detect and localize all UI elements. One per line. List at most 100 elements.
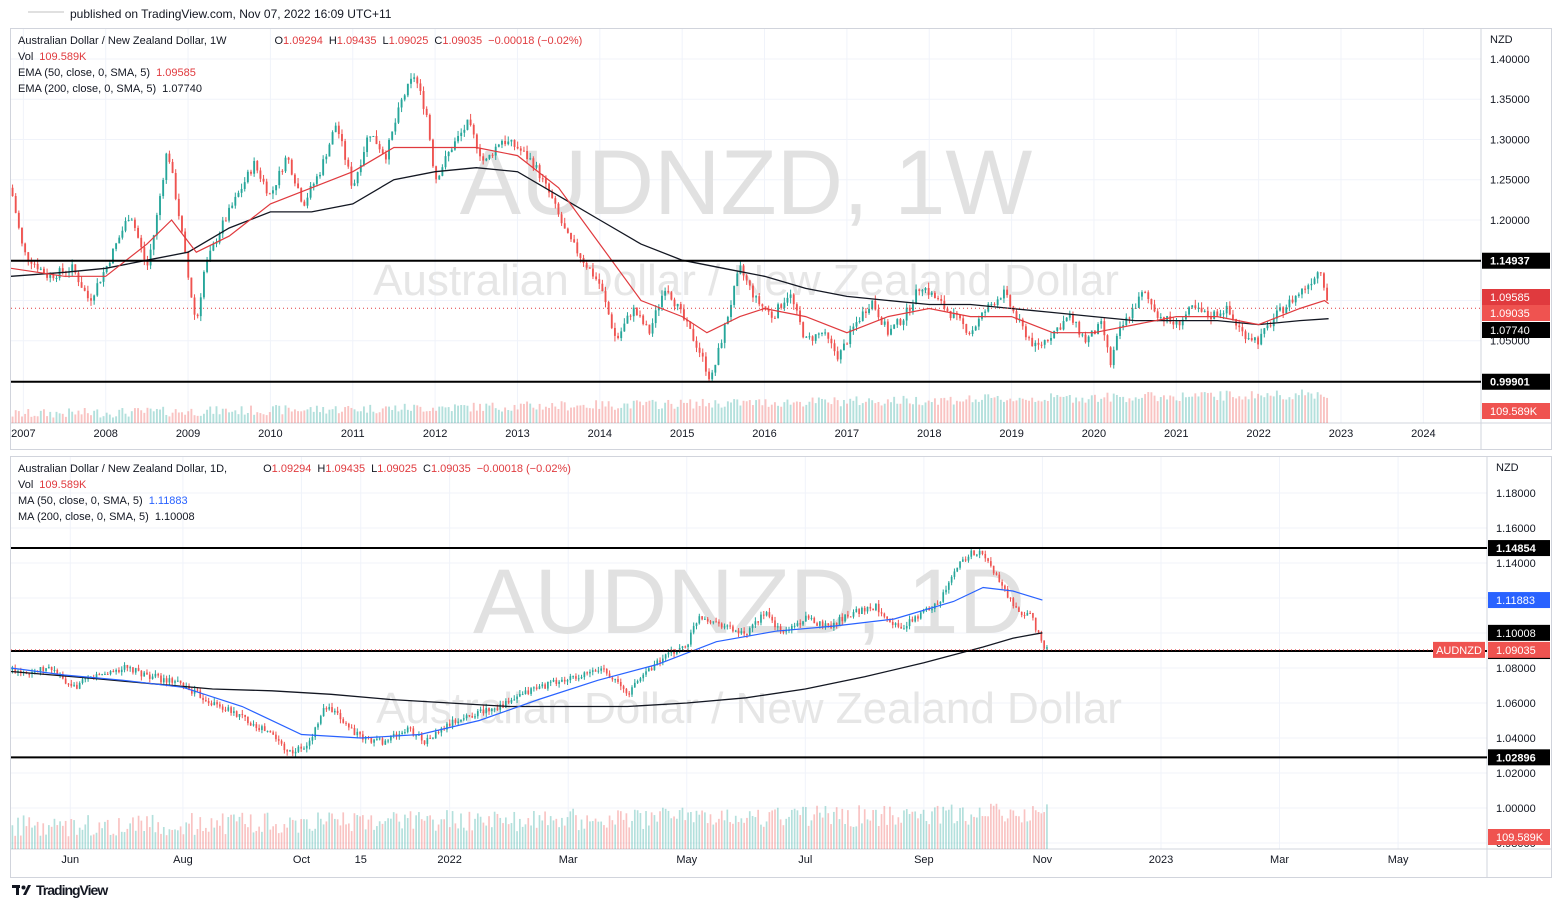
volume-bar [513,811,516,849]
volume-bar [418,812,420,849]
volume-bar [613,409,616,423]
volume-bar [541,409,544,423]
daily-chart-panel[interactable]: Jun Aug Oct 15 2022 Mar May Jul Sep Nov 2023 Mar May… [10,456,1552,878]
volume-bar [692,408,695,423]
candle-body [187,252,190,278]
volume-bar [210,818,213,849]
currency-label: NZD [1496,462,1519,474]
volume-bar [1197,396,1200,423]
candle-body [645,324,648,326]
volume-bar [962,401,965,423]
volume-bar [552,820,555,849]
volume-bar [165,835,168,849]
level-price-label: 0.99901 [1490,377,1530,389]
candle-body [734,630,737,632]
candle-body [552,679,555,682]
volume-bar [945,810,947,849]
candle-body [1326,287,1329,301]
volume-bar [869,820,872,849]
candle-body [48,667,50,669]
volume-bar [344,407,347,423]
volume-bar [482,410,485,423]
candle-body [381,149,384,154]
volume-bar [290,411,293,423]
candle-body [268,193,271,195]
volume-bar [22,815,25,849]
candle-body [704,356,707,372]
volume-bar [36,416,39,423]
candle-body [52,274,55,279]
candle-body [786,297,789,303]
volume-bar [734,815,737,849]
candle-body [541,684,544,687]
volume-bar [363,406,365,423]
volume-bar [46,416,49,423]
volume-bar [883,805,886,849]
weekly-chart-svg[interactable]: 2007 2008 2009 2010 2011 2012 2013 2014 2015 2016… [11,29,1551,449]
candle-body [391,131,394,140]
volume-bar [300,411,303,423]
volume-bar [779,819,782,849]
weekly-chart-panel[interactable]: 2007 2008 2009 2010 2011 2012 2013 2014 2015 2016… [10,28,1552,450]
weekly-l-label: L [382,35,389,47]
volume-bar [64,820,67,849]
volume-bar [388,406,390,423]
candle-body [255,724,258,729]
volume-bar [413,404,416,423]
volume-bar [350,831,353,849]
candle-body [392,733,395,737]
candle-body [1043,640,1045,649]
x-tick-label: May [676,854,697,866]
level-price-tag [1488,540,1550,557]
daily-chart-svg[interactable]: Jun Aug Oct 15 2022 Mar May Jul Sep Nov 2023 Mar May… [11,457,1551,877]
candle-body [1024,326,1027,338]
volume-bar [305,819,308,849]
candle-body [896,319,899,325]
volume-bar [77,410,80,423]
volume-bar [268,412,271,423]
volume-bar [1244,396,1247,423]
volume-bar [1021,398,1024,423]
volume-bar [255,830,258,849]
volume-bar [476,813,479,849]
candle-body [356,731,359,736]
volume-bar [472,402,475,423]
volume-bar [86,413,89,423]
volume-bar [569,811,572,849]
volume-bar [404,814,406,849]
candle-body [444,156,447,168]
candle-body [474,716,476,718]
candle-body [1122,324,1125,327]
candle-body [569,676,572,681]
volume-bar [137,815,140,849]
volume-bar [265,415,268,423]
volume-bar [977,401,980,423]
volume-bar [645,401,648,423]
candle-body [799,623,802,625]
volume-bar [1253,398,1256,423]
x-tick-label: 2012 [423,428,447,440]
candle-body [339,713,342,720]
candle-body [918,289,921,291]
volume-bar [758,399,761,423]
candle-body [499,704,502,710]
volume-bar [1009,809,1012,849]
candle-body [243,182,246,189]
candle-body [774,620,776,628]
candle-body [87,678,89,680]
candle-body [883,613,886,617]
volume-bar [187,411,190,423]
volume-bar [839,406,842,423]
candle-body [544,684,546,689]
volume-bar [53,818,56,849]
candle-body [819,621,821,626]
footer-brand[interactable]: TradingView [12,882,108,898]
candle-body [121,230,124,238]
volume-bar [1272,396,1275,423]
volume-bar [886,399,889,423]
volume-bar [796,810,799,849]
volume-bar [221,813,224,849]
volume-bar [701,810,703,849]
candle-body [199,690,202,698]
volume-bar [650,812,653,849]
